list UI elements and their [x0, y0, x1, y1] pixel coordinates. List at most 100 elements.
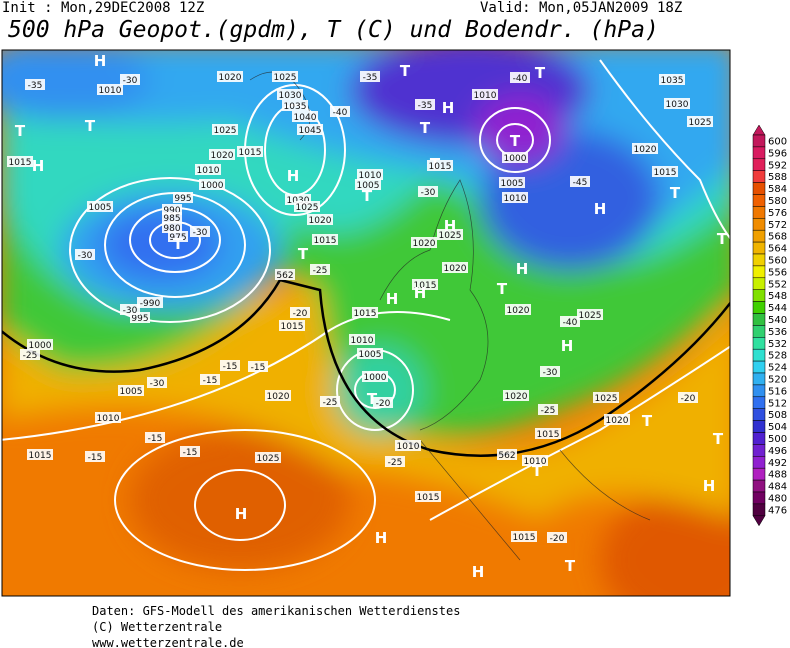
- label-box: [632, 143, 658, 154]
- label-box: [255, 452, 281, 463]
- label-box: [503, 390, 529, 401]
- label-box: [538, 404, 558, 415]
- scale-swatch: [752, 396, 766, 409]
- label-box: [292, 111, 318, 122]
- label-box: [277, 89, 303, 100]
- label-box: [85, 451, 105, 462]
- contour-label: 1015: [281, 322, 304, 332]
- scale-swatch: [752, 456, 766, 469]
- label-box: [652, 166, 678, 177]
- contour-label: -30: [123, 76, 138, 86]
- pressure-center: H: [386, 290, 399, 308]
- label-box: [659, 74, 685, 85]
- contour-label: 1025: [257, 454, 280, 464]
- scale-swatch: [752, 301, 766, 314]
- contour-label: 1040: [294, 113, 317, 123]
- color-scale: 6005965925885845805765725685645605565525…: [752, 124, 787, 527]
- scale-swatch: [752, 503, 766, 517]
- contour-label: 1025: [296, 203, 319, 213]
- label-box: [362, 371, 388, 382]
- valid-time: Valid: Mon,05JAN2009 18Z: [480, 0, 683, 16]
- init-time: Init : Mon,29DEC2008 12Z: [2, 0, 205, 16]
- pressure-center: T: [713, 430, 724, 448]
- contour-label: 1010: [359, 171, 382, 181]
- label-box: [373, 397, 393, 408]
- label-box: [307, 214, 333, 225]
- contour-label: -25: [541, 406, 556, 416]
- scale-swatch: [752, 444, 766, 457]
- scale-swatch: [752, 420, 766, 433]
- scale-label: 532: [768, 339, 787, 350]
- scale-swatch: [752, 194, 766, 207]
- scale-label: 576: [768, 208, 787, 219]
- label-box: [535, 428, 561, 439]
- scale-swatch: [752, 467, 766, 481]
- label-box: [27, 339, 53, 350]
- label-box: [540, 366, 560, 377]
- label-box: [355, 179, 381, 190]
- contour-label: -30: [78, 251, 93, 261]
- contour-label: -45: [573, 178, 588, 188]
- label-box: [190, 226, 210, 237]
- contour-label: 1010: [397, 442, 420, 452]
- scale-end-top: [752, 124, 766, 136]
- scale-label: 512: [768, 398, 787, 409]
- scale-label: 480: [768, 493, 787, 504]
- label-box: [510, 72, 530, 83]
- contour-label: 1025: [579, 311, 602, 321]
- scale-label: 564: [768, 244, 787, 255]
- scale-label: 516: [768, 386, 787, 397]
- label-box: [499, 177, 525, 188]
- contour-label: -15: [223, 362, 238, 372]
- scale-label: 552: [768, 279, 787, 290]
- label-box: [310, 264, 330, 275]
- contour-label: 1020: [505, 392, 528, 402]
- label-box: [120, 304, 140, 315]
- contour-label: 1005: [359, 350, 382, 360]
- scale-swatch: [752, 325, 766, 338]
- label-box: [120, 74, 140, 85]
- label-box: [415, 491, 441, 502]
- scale-label: 596: [768, 148, 787, 159]
- label-box: [217, 71, 243, 82]
- contour-label: 1005: [357, 181, 380, 191]
- scale-swatch: [752, 253, 766, 267]
- pressure-center: T: [717, 230, 728, 248]
- label-box: [560, 316, 580, 327]
- label-box: [87, 201, 113, 212]
- label-box: [349, 334, 375, 345]
- label-box: [265, 390, 291, 401]
- scale-swatch: [752, 170, 766, 183]
- scale-label: 592: [768, 160, 787, 171]
- contour-label: 975: [169, 233, 186, 243]
- contour-label: -30: [543, 368, 558, 378]
- contour-label: -25: [23, 351, 38, 361]
- footer-source: Daten: GFS-Modell des amerikanischen Wet…: [92, 604, 461, 618]
- label-box: [173, 192, 193, 203]
- contour-label: 1030: [279, 91, 302, 101]
- label-box: [212, 124, 238, 135]
- label-box: [248, 361, 268, 372]
- contour-label: 1015: [314, 236, 337, 246]
- label-box: [199, 179, 225, 190]
- scale-end-bottom: [752, 515, 766, 527]
- label-box: [577, 309, 603, 320]
- contour-label: 1010: [197, 166, 220, 176]
- scale-swatch: [752, 360, 766, 374]
- label-box: [294, 201, 320, 212]
- scale-label: 580: [768, 196, 787, 207]
- scale-swatch: [752, 277, 766, 290]
- label-box: [522, 455, 548, 466]
- pressure-center: H: [516, 260, 529, 278]
- label-box: [200, 374, 220, 385]
- contour-label: -35: [363, 73, 378, 83]
- label-box: [604, 414, 630, 425]
- scale-swatch: [752, 265, 766, 279]
- contour-label: -25: [388, 458, 403, 468]
- contour-label: -15: [88, 453, 103, 463]
- scale-label: 488: [768, 470, 787, 481]
- contour-label: 1000: [29, 341, 52, 351]
- label-box: [162, 212, 182, 223]
- contour-label: -30: [150, 379, 165, 389]
